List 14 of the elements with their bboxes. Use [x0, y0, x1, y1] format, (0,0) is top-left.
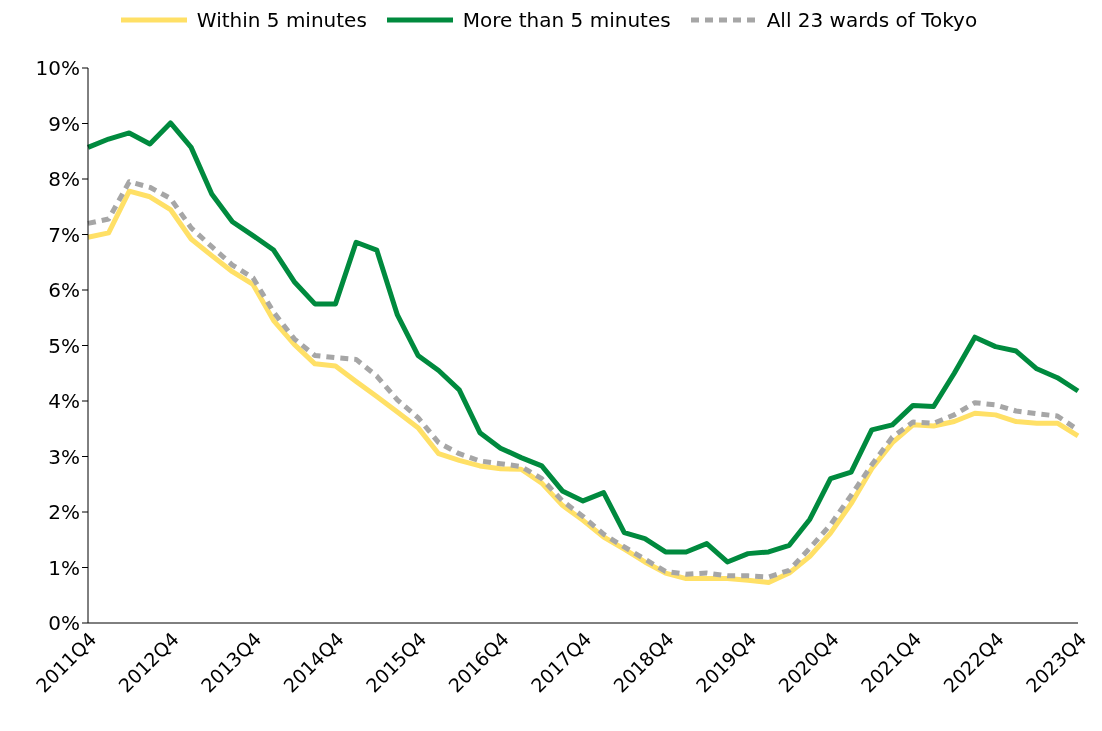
y-tick-label: 7% [48, 222, 80, 247]
y-tick-label: 8% [48, 167, 80, 192]
legend-label: All 23 wards of Tokyo [766, 8, 978, 32]
y-tick-label: 1% [48, 555, 80, 580]
y-tick-label: 3% [48, 444, 80, 469]
legend-label: More than 5 minutes [462, 8, 671, 32]
y-tick-label: 0% [48, 611, 80, 636]
y-tick-label: 6% [48, 278, 80, 303]
legend-label: Within 5 minutes [196, 8, 367, 32]
y-tick-label: 9% [48, 111, 80, 136]
y-tick-label: 10% [35, 56, 80, 81]
y-tick-label: 2% [48, 500, 80, 525]
y-tick-label: 5% [48, 333, 80, 358]
y-tick-label: 4% [48, 389, 80, 414]
